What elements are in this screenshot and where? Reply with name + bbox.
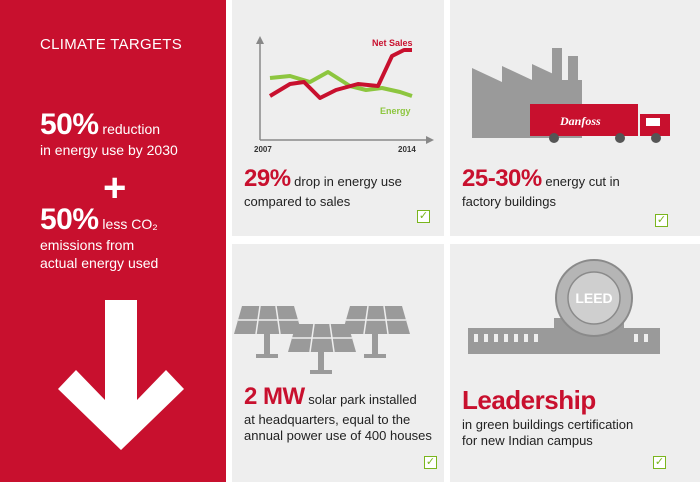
energy-target: 50% reduction in energy use by 2030 — [40, 108, 178, 159]
solar-park-value: 2 MW — [244, 383, 305, 410]
factory-energy-label: energy cut in — [541, 174, 620, 189]
factory-energy-text: 25-30% energy cut in factory buildings — [462, 164, 620, 210]
solar-panel-icon — [234, 305, 410, 374]
factory-card: Danfoss 25-30% energy cut in factory bui… — [450, 0, 700, 236]
co2-target-value: 50% — [40, 203, 99, 236]
energy-vs-sales-chart: Net Sales Energy 2007 2014 — [254, 36, 434, 154]
checkmark-icon: ✓ — [655, 214, 668, 227]
leadership-value: Leadership — [462, 385, 596, 415]
solar-park-detail-2: annual power use of 400 houses — [244, 428, 432, 444]
net-sales-line — [268, 48, 412, 100]
truck-icon: Danfoss — [530, 104, 670, 143]
x-axis-arrow — [426, 136, 434, 144]
factory-energy-detail: factory buildings — [462, 194, 556, 209]
checkmark-icon: ✓ — [653, 456, 666, 469]
energy-drop-value: 29% — [244, 165, 291, 192]
leadership-text: Leadership in green buildings certificat… — [462, 384, 633, 449]
energy-drop-detail: compared to sales — [244, 194, 351, 209]
energy-target-value: 50% — [40, 108, 99, 141]
plus-sign: + — [103, 166, 127, 210]
down-arrow-icon — [58, 300, 184, 450]
energy-drop-text: 29% drop in energy use compared to sales — [244, 164, 402, 210]
factory-energy-value: 25-30% — [462, 165, 542, 192]
solar-park-label: solar park installed — [304, 392, 417, 407]
solar-park-card: 2 MW solar park installed at headquarter… — [232, 244, 444, 482]
leadership-detail-1: in green buildings certification — [462, 416, 634, 432]
co2-target-detail-1: emissions from — [40, 237, 135, 253]
seal-text: LEED — [575, 290, 612, 306]
energy-target-label: reduction — [98, 121, 161, 137]
solar-park-text: 2 MW solar park installed at headquarter… — [244, 382, 432, 445]
leadership-detail-2: for new Indian campus — [462, 432, 593, 448]
leed-card: LEED Leadership in green buildings certi… — [450, 244, 700, 482]
energy-drop-label: drop in energy use — [290, 174, 402, 189]
solar-park-detail-1: at headquarters, equal to the — [244, 412, 411, 427]
truck-logo: Danfoss — [559, 114, 601, 128]
energy-target-detail: in energy use by 2030 — [40, 142, 178, 158]
leed-seal-icon: LEED — [555, 259, 633, 337]
climate-targets-panel: CLIMATE TARGETS 50% reduction in energy … — [0, 0, 226, 482]
checkmark-icon: ✓ — [424, 456, 437, 469]
co2-target-label: less CO₂ — [98, 216, 158, 232]
energy-label: Energy — [380, 106, 411, 116]
y-axis-arrow — [256, 36, 264, 44]
co2-target-detail-2: actual energy used — [40, 255, 159, 272]
checkmark-icon: ✓ — [417, 210, 430, 223]
x-tick-end: 2014 — [398, 145, 416, 154]
panel-title: CLIMATE TARGETS — [40, 36, 183, 53]
x-tick-start: 2007 — [254, 145, 272, 154]
net-sales-label: Net Sales — [372, 38, 413, 48]
energy-vs-sales-card: Net Sales Energy 2007 2014 29% drop in e… — [232, 0, 444, 236]
co2-target: 50% less CO₂ emissions from actual energ… — [40, 203, 158, 272]
